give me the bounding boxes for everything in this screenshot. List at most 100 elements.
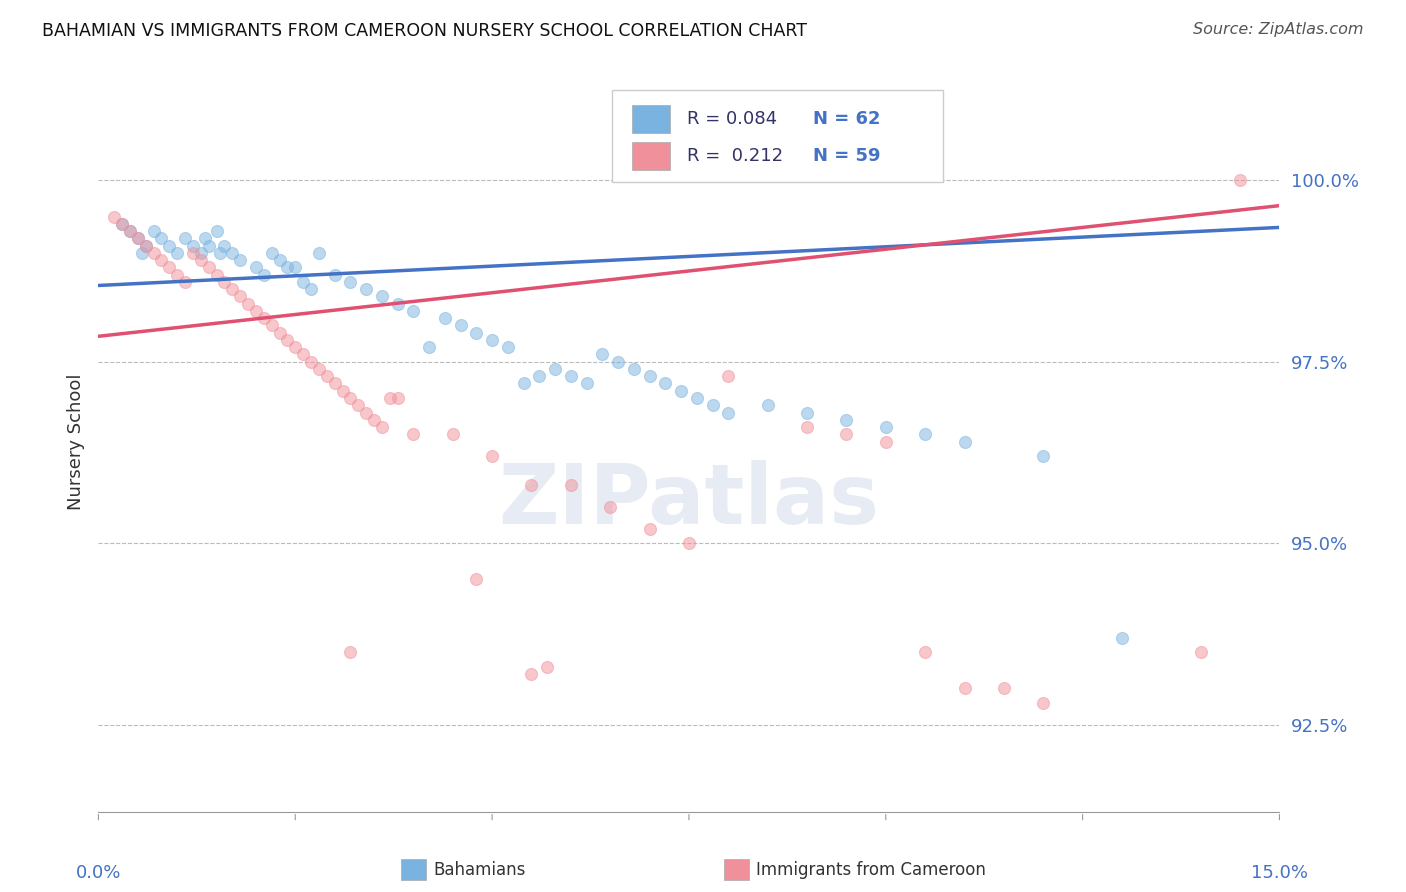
Point — [339, 645, 361, 659]
Point — [118, 224, 141, 238]
Point — [433, 311, 456, 326]
Point — [402, 304, 425, 318]
Text: ZIPatlas: ZIPatlas — [499, 460, 879, 541]
Point — [686, 391, 709, 405]
Point — [914, 427, 936, 442]
FancyBboxPatch shape — [612, 90, 943, 183]
Point — [363, 413, 385, 427]
Bar — [633, 142, 671, 169]
Point — [481, 333, 503, 347]
Point — [209, 245, 232, 260]
Point — [835, 413, 858, 427]
Point — [229, 253, 252, 268]
Text: Immigrants from Cameroon: Immigrants from Cameroon — [756, 861, 986, 879]
Point — [197, 238, 219, 252]
Point — [205, 268, 228, 282]
Point — [127, 231, 149, 245]
Point — [157, 238, 180, 252]
Point — [520, 478, 543, 492]
Text: BAHAMIAN VS IMMIGRANTS FROM CAMEROON NURSERY SCHOOL CORRELATION CHART: BAHAMIAN VS IMMIGRANTS FROM CAMEROON NUR… — [42, 22, 807, 40]
Bar — [633, 104, 671, 133]
Point — [332, 384, 354, 398]
Point — [875, 434, 897, 449]
Point — [993, 681, 1015, 696]
Point — [669, 384, 692, 398]
Point — [276, 260, 298, 275]
Point — [308, 362, 330, 376]
Point — [221, 282, 243, 296]
Point — [135, 238, 157, 252]
Point — [284, 260, 307, 275]
Point — [465, 326, 488, 340]
Point — [678, 536, 700, 550]
Point — [166, 268, 188, 282]
Point — [599, 500, 621, 514]
Point — [953, 434, 976, 449]
Point — [591, 347, 613, 361]
Point — [638, 369, 661, 384]
Point — [354, 282, 377, 296]
Point — [623, 362, 645, 376]
Point — [194, 231, 217, 245]
Point — [174, 231, 197, 245]
Point — [354, 405, 377, 419]
Point — [315, 369, 337, 384]
Point — [260, 245, 283, 260]
Point — [131, 245, 153, 260]
Point — [496, 340, 519, 354]
Point — [1111, 631, 1133, 645]
Text: Source: ZipAtlas.com: Source: ZipAtlas.com — [1194, 22, 1364, 37]
Point — [717, 369, 740, 384]
Point — [560, 369, 582, 384]
Point — [1032, 696, 1054, 710]
Point — [299, 282, 322, 296]
Point — [284, 340, 307, 354]
Point — [402, 427, 425, 442]
Point — [150, 253, 173, 268]
Point — [756, 398, 779, 412]
Point — [127, 231, 149, 245]
Point — [103, 210, 125, 224]
Point — [111, 217, 134, 231]
Point — [181, 245, 204, 260]
Point — [253, 311, 276, 326]
Point — [323, 376, 346, 391]
Point — [875, 420, 897, 434]
Point — [150, 231, 173, 245]
Point — [276, 333, 298, 347]
Point — [371, 289, 394, 303]
Point — [269, 253, 291, 268]
Point — [835, 427, 858, 442]
Text: R = 0.084: R = 0.084 — [686, 110, 776, 128]
Point — [229, 289, 252, 303]
Point — [560, 478, 582, 492]
Point — [197, 260, 219, 275]
Point — [371, 420, 394, 434]
Point — [245, 304, 267, 318]
Point — [441, 427, 464, 442]
Text: Bahamians: Bahamians — [433, 861, 526, 879]
Point — [465, 573, 488, 587]
Point — [339, 391, 361, 405]
Point — [544, 362, 567, 376]
Text: R =  0.212: R = 0.212 — [686, 147, 783, 165]
Point — [418, 340, 440, 354]
Point — [166, 245, 188, 260]
Point — [205, 224, 228, 238]
Point — [347, 398, 370, 412]
Point — [512, 376, 534, 391]
Point — [190, 245, 212, 260]
Point — [236, 296, 259, 310]
Point — [269, 326, 291, 340]
Point — [142, 224, 165, 238]
Point — [529, 369, 551, 384]
Point — [717, 405, 740, 419]
Text: N = 59: N = 59 — [813, 147, 880, 165]
Point — [387, 296, 409, 310]
Point — [292, 347, 315, 361]
Point — [654, 376, 676, 391]
Text: 0.0%: 0.0% — [76, 863, 121, 881]
Point — [292, 275, 315, 289]
Point — [181, 238, 204, 252]
Point — [1189, 645, 1212, 659]
